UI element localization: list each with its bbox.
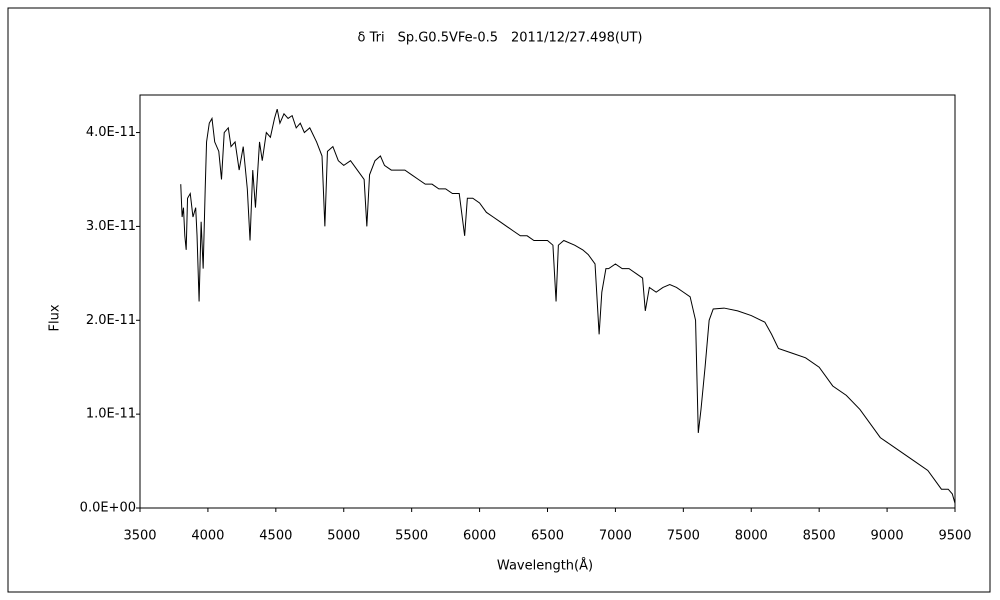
y-axis-label: Flux: [48, 304, 63, 331]
x-tick-label: 3500: [123, 529, 156, 544]
x-tick-label: 9500: [938, 529, 971, 544]
y-tick-label: 1.0E-11: [86, 407, 136, 422]
x-tick-label: 7500: [667, 529, 700, 544]
x-axis-label: Wavelength(Å): [497, 558, 593, 574]
x-tick-label: 4500: [259, 529, 292, 544]
x-tick-label: 9000: [871, 529, 904, 544]
y-tick-label: 2.0E-11: [86, 313, 136, 328]
x-tick-label: 5500: [395, 529, 428, 544]
y-tick-label: 0.0E+00: [80, 501, 136, 516]
y-tick-label: 4.0E-11: [86, 125, 136, 140]
x-tick-label: 8000: [735, 529, 768, 544]
chart-frame: [7, 7, 991, 593]
x-tick-label: 8500: [803, 529, 836, 544]
x-tick-label: 6000: [463, 529, 496, 544]
spectrum-line: [180, 108, 956, 504]
x-tick-label: 6500: [531, 529, 564, 544]
x-tick-label: 7000: [599, 529, 632, 544]
chart-title: δ Tri Sp.G0.5VFe-0.5 2011/12/27.498(UT): [358, 31, 643, 46]
y-tick-label: 3.0E-11: [86, 219, 136, 234]
x-tick-label: 4000: [191, 529, 224, 544]
x-tick-label: 5000: [327, 529, 360, 544]
